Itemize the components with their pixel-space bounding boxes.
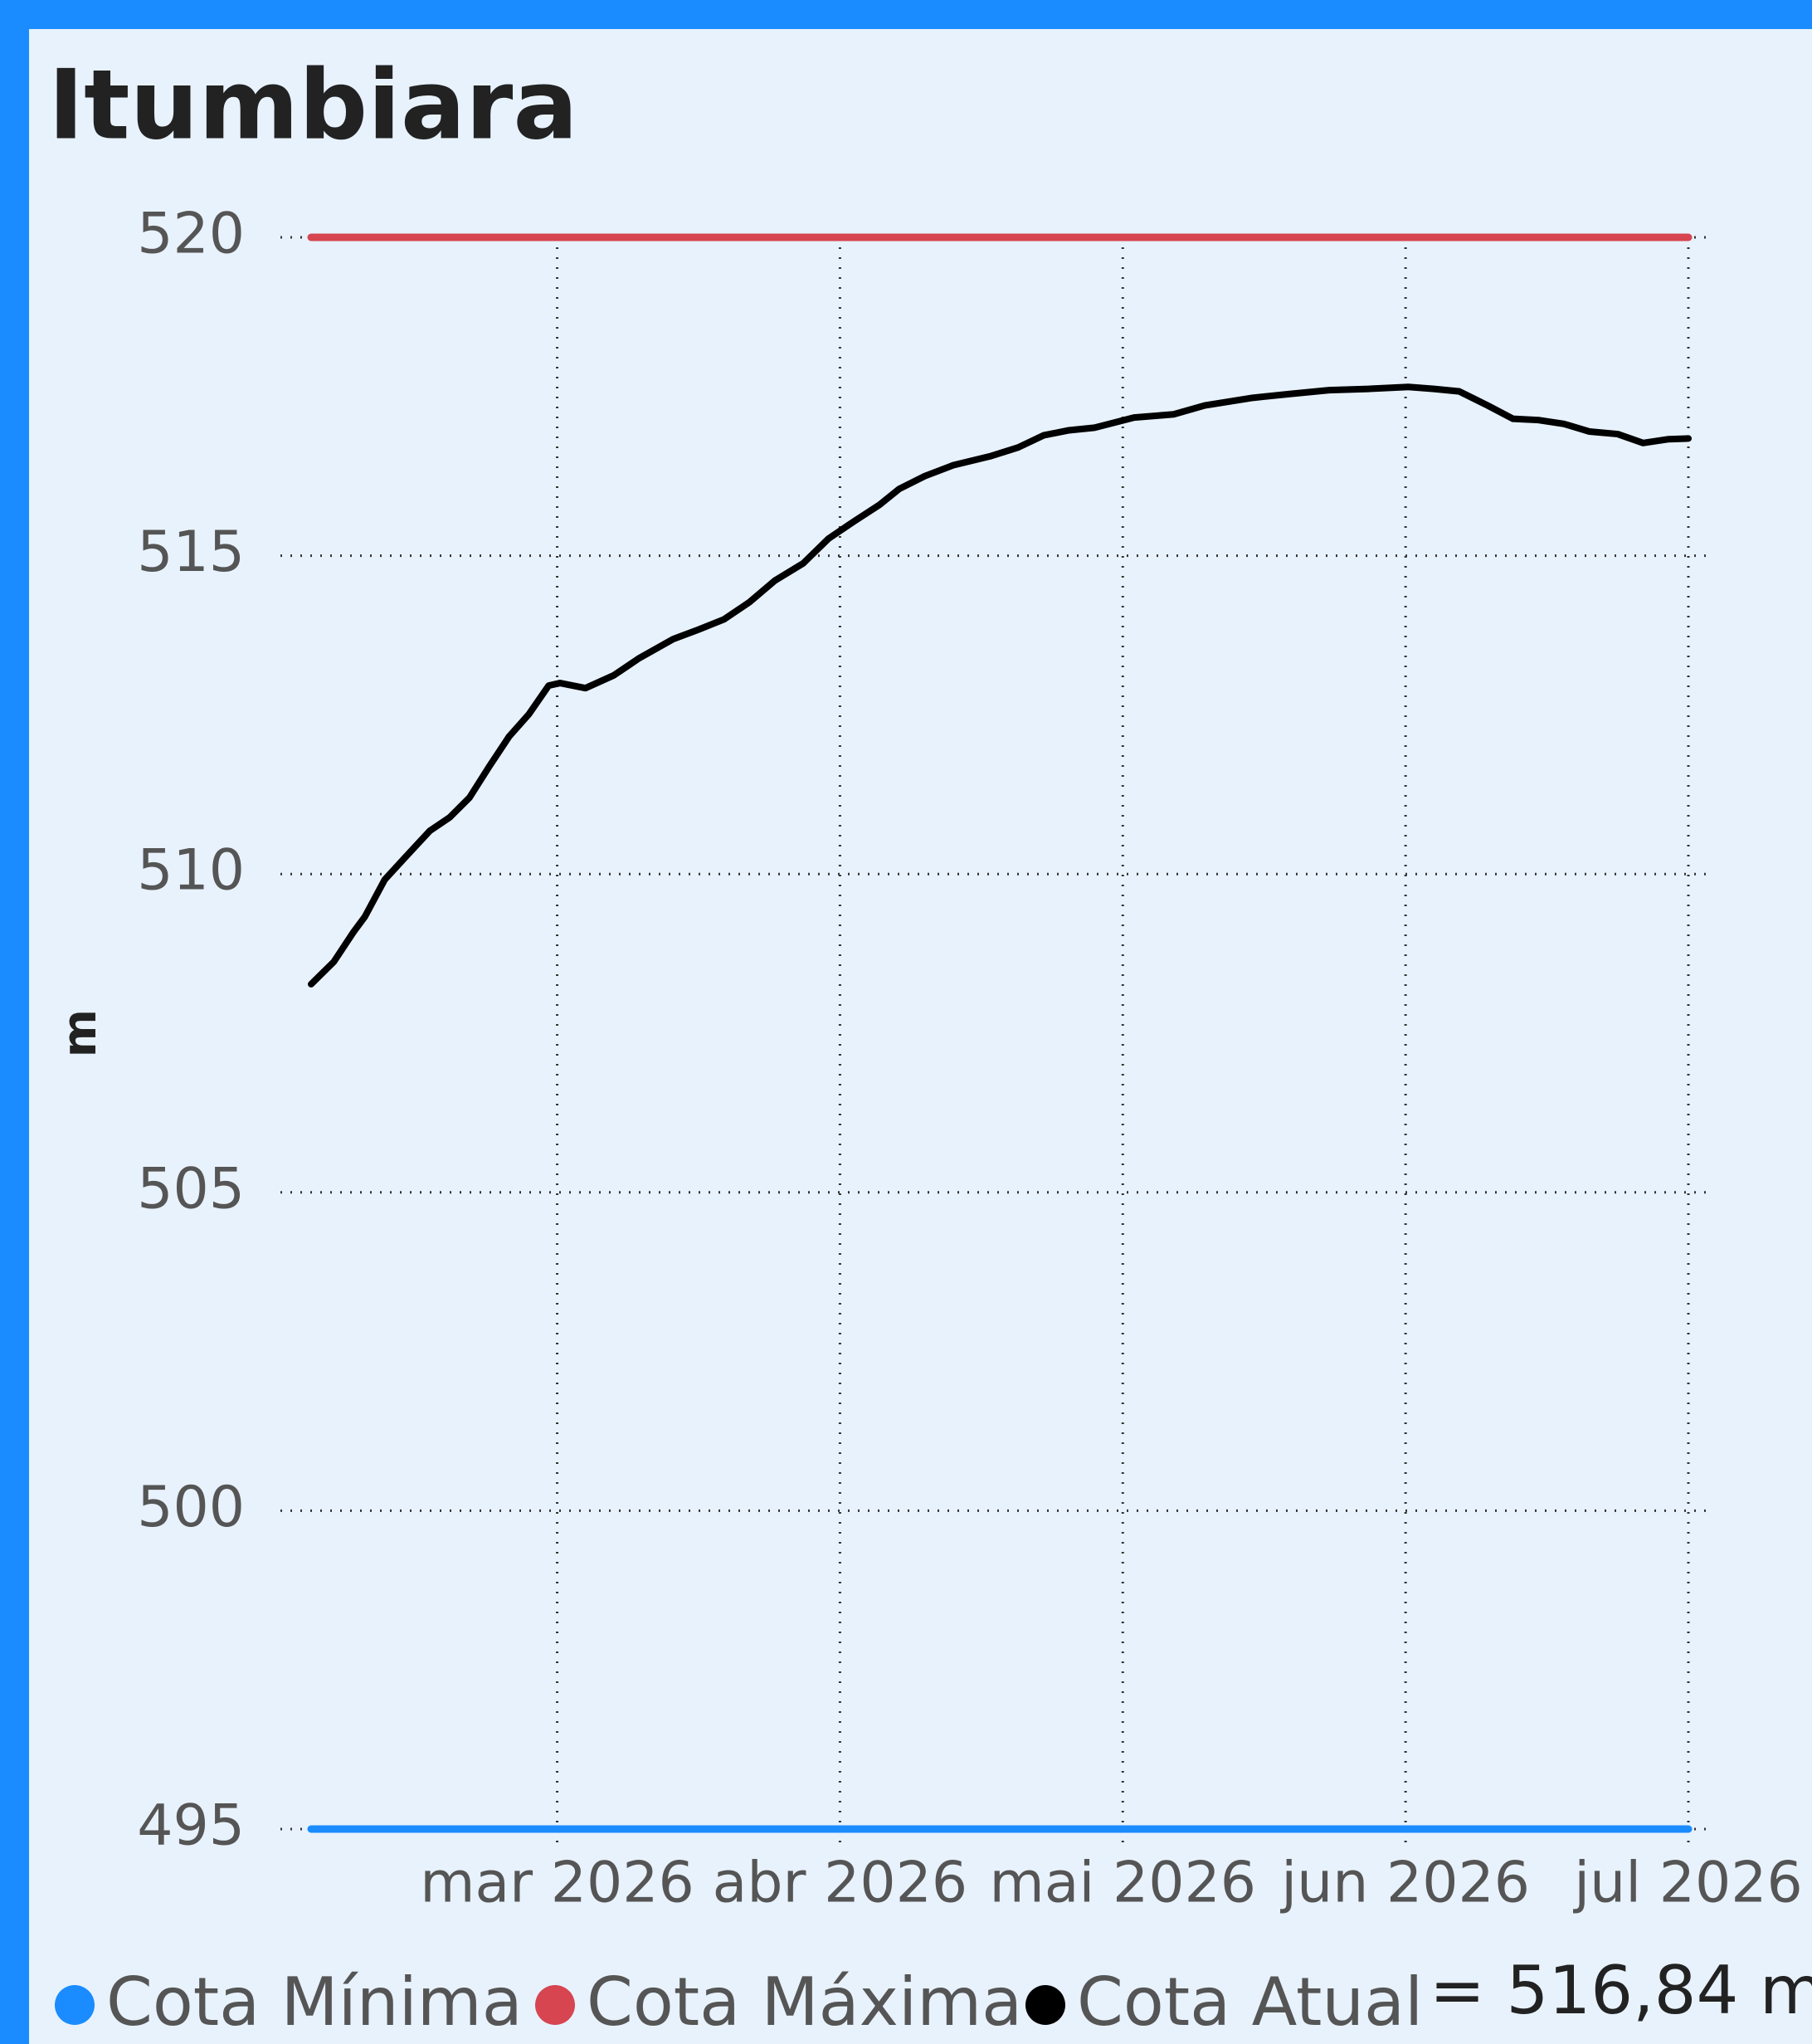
- x-tick-label: jun 2026: [1279, 1851, 1530, 1916]
- y-tick-label: 500: [137, 1475, 245, 1540]
- legend-marker: [55, 1985, 95, 2025]
- legend-marker: [535, 1985, 575, 2025]
- x-tick-label: jul 2026: [1572, 1851, 1803, 1916]
- y-tick-label: 510: [137, 838, 245, 904]
- legend-label: Cota Atual: [1077, 1964, 1423, 2041]
- x-tick-label: mar 2026: [420, 1851, 694, 1916]
- y-axis-label: m: [53, 1009, 107, 1057]
- annotation: = 516,84 m: [1430, 1952, 1812, 2029]
- y-tick-label: 495: [137, 1793, 245, 1859]
- legend-label: Cota Máxima: [587, 1964, 1022, 2041]
- y-tick-label: 520: [137, 202, 245, 267]
- x-tick-label: mai 2026: [990, 1851, 1256, 1916]
- y-tick-label: 515: [137, 520, 245, 585]
- series-line: [308, 383, 1692, 988]
- chart-title: Itumbiara: [48, 50, 578, 162]
- legend-label: Cota Mínima: [106, 1964, 523, 2041]
- y-tick-label: 505: [137, 1156, 245, 1222]
- panel: [29, 29, 1812, 2044]
- legend-marker: [1025, 1985, 1065, 2025]
- x-tick-label: abr 2026: [713, 1851, 967, 1916]
